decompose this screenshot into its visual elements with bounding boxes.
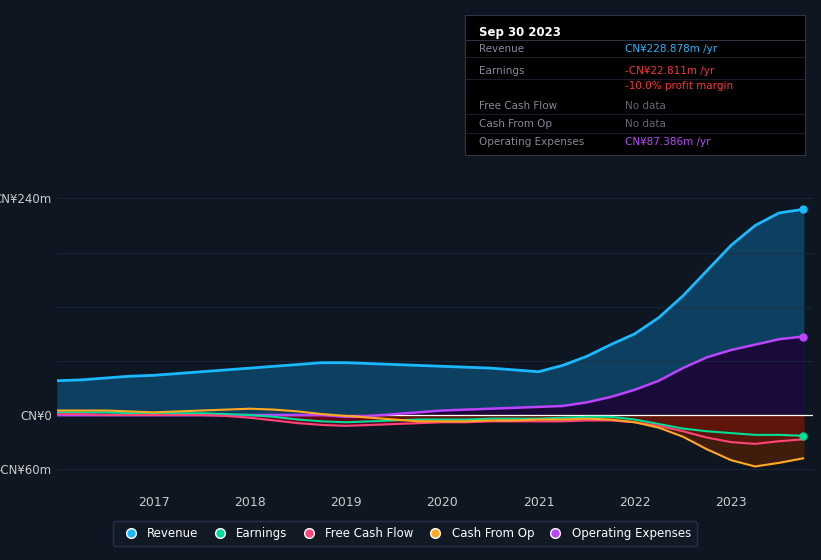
Text: Free Cash Flow: Free Cash Flow [479, 101, 557, 111]
Text: Sep 30 2023: Sep 30 2023 [479, 26, 561, 39]
Text: Cash From Op: Cash From Op [479, 119, 552, 129]
Text: Earnings: Earnings [479, 66, 524, 76]
Text: No data: No data [625, 101, 666, 111]
Text: -10.0% profit margin: -10.0% profit margin [625, 81, 733, 91]
Legend: Revenue, Earnings, Free Cash Flow, Cash From Op, Operating Expenses: Revenue, Earnings, Free Cash Flow, Cash … [112, 521, 697, 546]
Text: -CN¥22.811m /yr: -CN¥22.811m /yr [625, 66, 714, 76]
Text: Revenue: Revenue [479, 44, 524, 54]
Text: CN¥87.386m /yr: CN¥87.386m /yr [625, 137, 710, 147]
Text: Operating Expenses: Operating Expenses [479, 137, 584, 147]
Text: No data: No data [625, 119, 666, 129]
Text: CN¥228.878m /yr: CN¥228.878m /yr [625, 44, 717, 54]
